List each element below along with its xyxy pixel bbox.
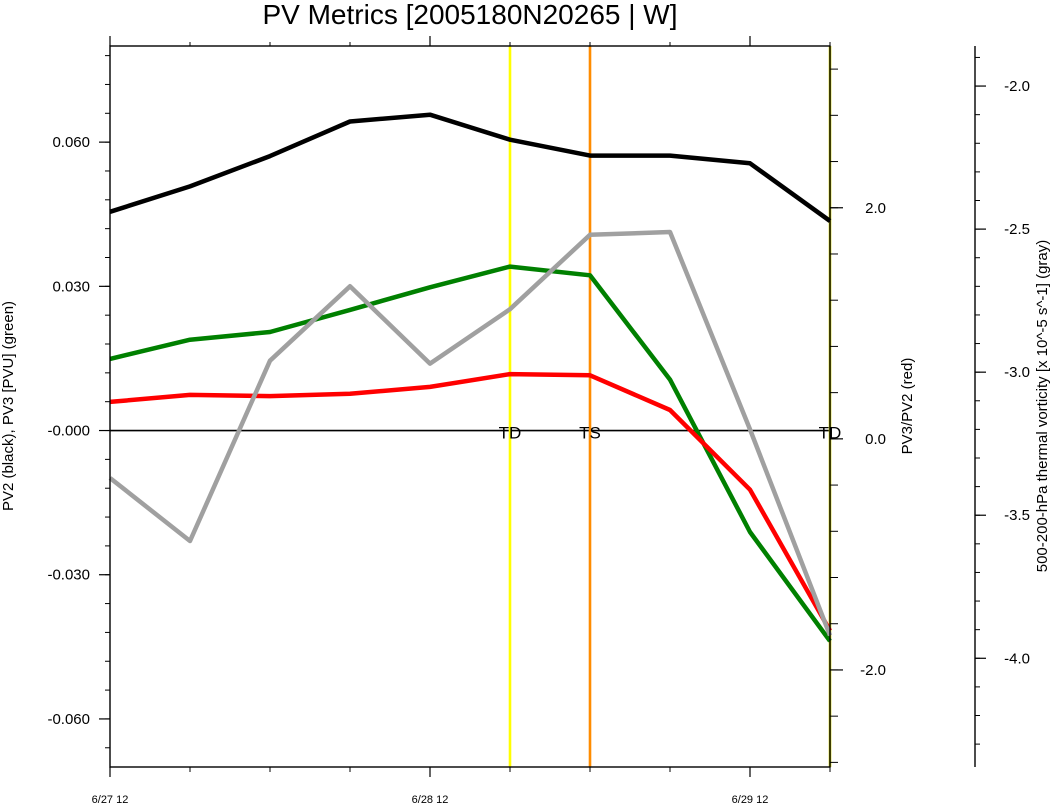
right-tick-label: -2.0 <box>1004 78 1030 95</box>
x-tick-label: 6/28 12 <box>412 794 449 805</box>
mid-tick-label: 2.0 <box>865 200 886 217</box>
right-axis-label: 500-200-hPa thermal vorticity [x 10^-5 s… <box>1034 240 1051 573</box>
x-tick-label: 6/29 12 <box>732 794 769 805</box>
stage-label: TD <box>499 424 522 443</box>
mid-axis-label: PV3/PV2 (red) <box>899 358 916 455</box>
right-tick-label: -4.0 <box>1004 650 1030 667</box>
mid-tick-label: 0.0 <box>865 431 886 448</box>
left-tick-label: -0.030 <box>47 567 90 584</box>
mid-tick-label: -2.0 <box>860 662 886 679</box>
stage-label: TS <box>579 424 601 443</box>
series-line-2 <box>109 371 832 632</box>
x-tick-label: 6/27 12 <box>92 794 129 805</box>
axes-layer: 0.060 0.030 -0.000 -0.030 -0.060 2.0 0.0 -2.0 -2… <box>47 36 1030 805</box>
plot-frame <box>109 45 831 768</box>
left-tick-label: 0.030 <box>52 278 90 295</box>
right-tick-label: -3.5 <box>1004 507 1030 524</box>
left-tick-label: -0.000 <box>47 423 90 440</box>
right-tick-label: -3.0 <box>1004 364 1030 381</box>
series-line-0 <box>109 112 832 223</box>
chart-title: PV Metrics [2005180N20265 | W] <box>262 0 677 30</box>
series-line-1 <box>109 264 832 643</box>
left-tick-label: 0.060 <box>52 134 90 151</box>
series-layer: TD TS TD <box>108 46 841 767</box>
left-axis-label: PV2 (black), PV3 [PVU] (green) <box>0 301 17 511</box>
right-tick-label: -2.5 <box>1004 221 1030 238</box>
series-line-3 <box>108 229 833 637</box>
left-tick-label: -0.060 <box>47 711 90 728</box>
